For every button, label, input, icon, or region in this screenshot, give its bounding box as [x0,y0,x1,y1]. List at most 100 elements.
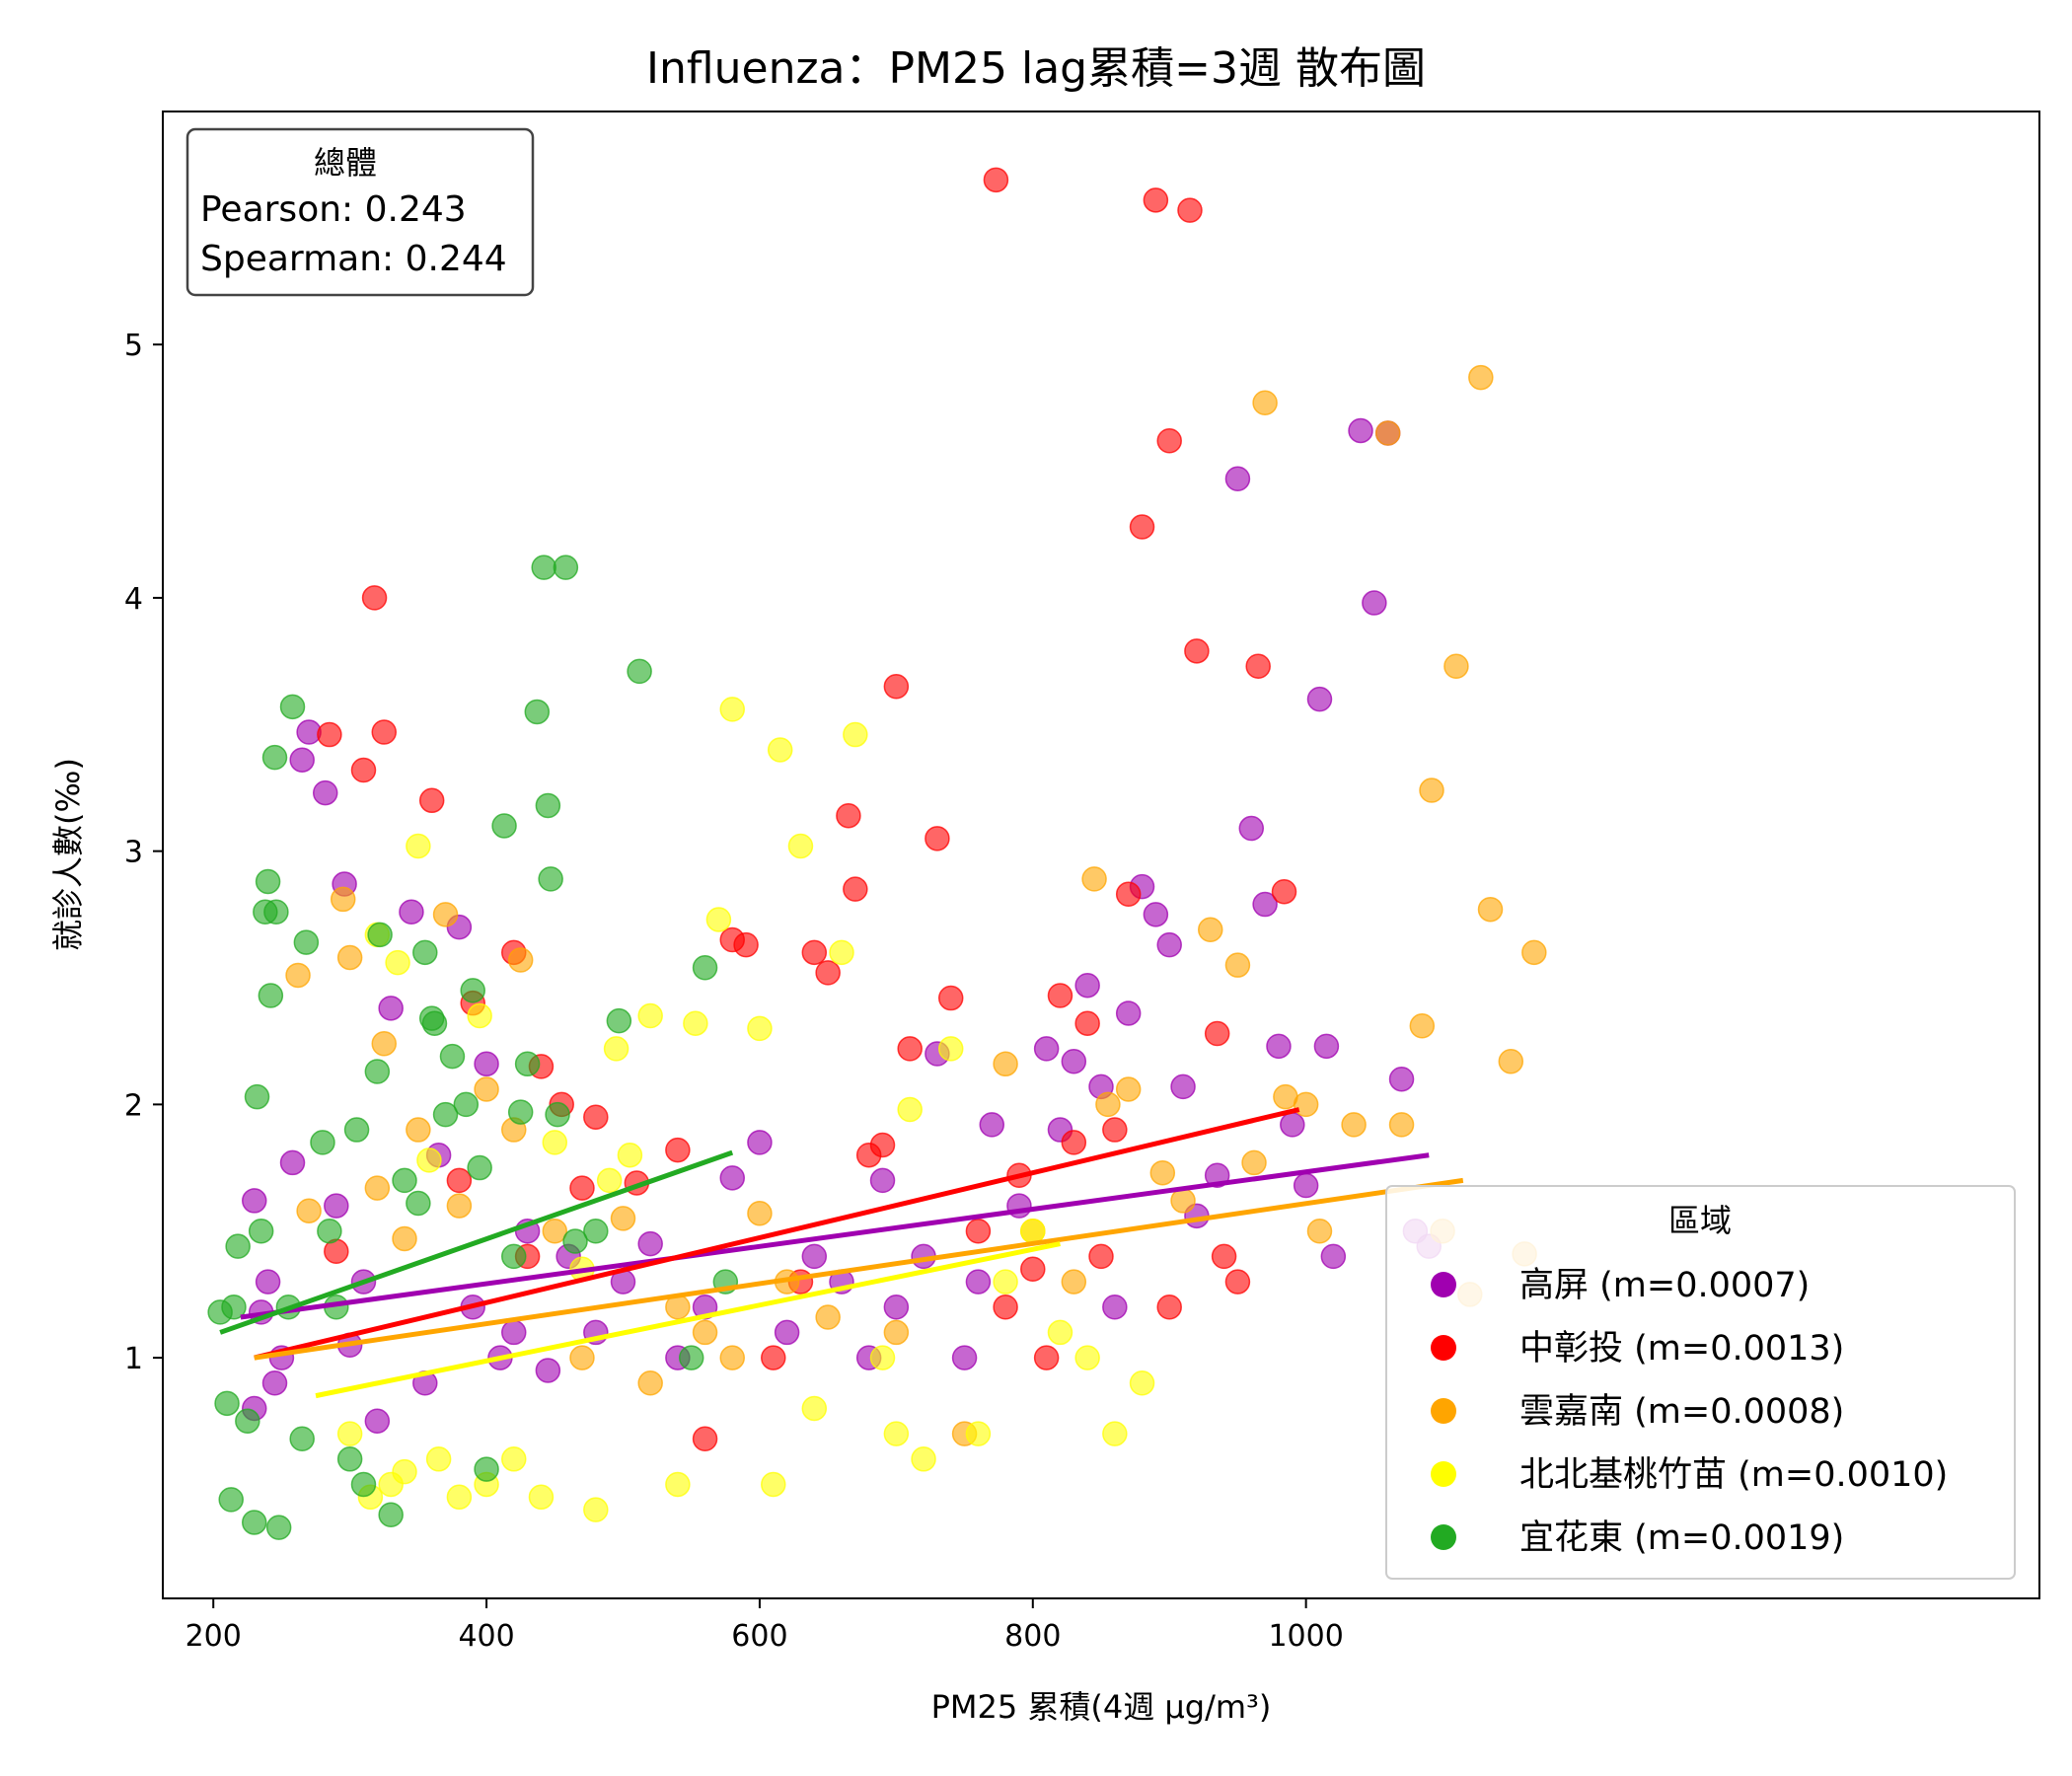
trend-line-3 [315,1241,1061,1399]
data-point [1088,1243,1114,1270]
data-point [263,899,289,925]
data-point [446,1167,473,1194]
data-point [474,1076,499,1102]
data-point [542,1130,568,1155]
data-point [1362,590,1387,616]
data-point [1149,1159,1176,1186]
data-point [507,1099,534,1125]
data-point [965,1421,992,1446]
data-point [1033,1345,1060,1370]
data-point [747,1201,773,1226]
data-point [1266,1033,1292,1060]
series-1 [317,167,1297,1452]
data-point [279,1149,306,1176]
chart-title: Influenza：PM25 lag累積=3週 散布圖 [646,43,1426,94]
plot-area [207,167,1547,1540]
data-point [406,833,431,859]
data-point [1061,1048,1087,1074]
data-point [1271,878,1297,905]
legend-label: 宜花東 (m=0.0019) [1519,1518,1844,1558]
data-point [1409,1013,1436,1039]
trend-line-2 [254,1177,1464,1361]
data-point [1102,1421,1128,1446]
x-tick-label: 200 [185,1619,242,1654]
data-point [1388,1066,1415,1092]
data-point [545,1101,570,1128]
legend-label: 中彰投 (m=0.0013) [1519,1329,1844,1369]
data-point [761,1345,786,1370]
y-axis-label: 就診人數(‰) [49,758,87,951]
x-axis: 200 400 600 800 1000 [185,1598,1344,1654]
data-point [279,694,306,720]
data-point [951,1345,978,1370]
data-point [258,983,284,1008]
data-point [350,757,377,783]
data-point [683,1010,708,1036]
data-point [1170,1188,1196,1214]
data-point [883,1319,910,1346]
y-tick-label: 1 [124,1342,143,1376]
x-tick-label: 600 [731,1619,787,1654]
data-point [225,1233,251,1259]
data-point [528,1484,555,1511]
data-point [474,1051,499,1077]
data-point [385,949,410,976]
data-point [1245,653,1271,679]
data-point [965,1269,992,1295]
data-point [1204,1020,1230,1047]
data-point [1102,1295,1128,1320]
data-point [418,787,445,814]
data-point [747,1130,773,1155]
data-point [883,674,910,700]
x-tick-label: 800 [1004,1619,1061,1654]
data-point [583,1497,609,1522]
data-point [1081,866,1107,892]
data-point [1293,1172,1319,1199]
stats-box-frame [185,127,535,297]
data-point [637,1230,663,1257]
data-point [767,737,793,763]
data-point [1156,427,1182,454]
data-point [446,1484,473,1511]
data-point [491,813,517,839]
data-point [925,826,950,851]
data-point [467,1154,492,1181]
data-point [392,1458,417,1485]
data-point [627,658,652,685]
data-point [265,1515,292,1540]
data-point [843,876,868,902]
data-point [531,555,556,580]
data-point [350,1471,377,1498]
data-point [1061,1269,1087,1295]
data-point [1306,686,1333,712]
data-point [1197,917,1223,942]
data-point [1341,1112,1367,1138]
data-point [293,929,320,955]
legend-marker [1431,1272,1456,1297]
legend-marker [1431,1335,1456,1361]
data-point [364,1175,391,1201]
data-point [1224,952,1251,978]
data-point [241,1188,267,1214]
data-point [432,1101,459,1128]
data-point [296,1198,322,1223]
data-point [801,1243,828,1270]
data-point [261,1370,288,1396]
data-point [705,907,732,932]
data-point [439,1043,466,1070]
data-point [1224,466,1251,492]
data-point [336,1421,363,1446]
data-point [367,922,393,948]
data-point [235,1408,260,1435]
data-point [1047,1319,1073,1346]
data-point [501,1243,527,1270]
data-point [535,792,561,819]
data-point [1419,777,1444,803]
data-point [1443,653,1469,679]
data-point [371,719,398,745]
data-point [312,779,338,806]
data-point [617,1142,643,1168]
data-point [289,1426,315,1452]
series-3 [336,697,1155,1522]
